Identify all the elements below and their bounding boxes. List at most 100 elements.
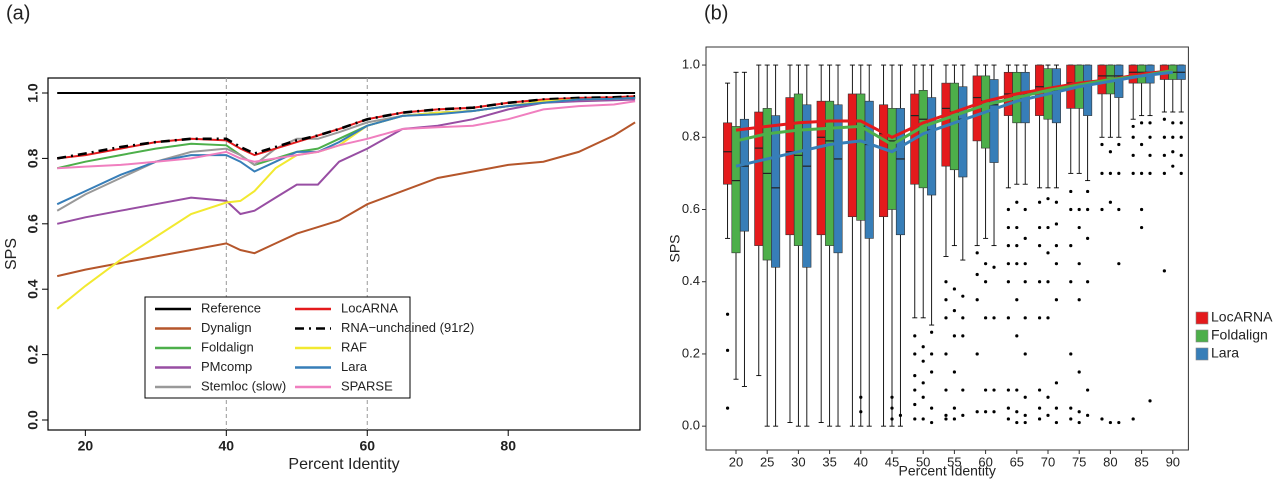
- outlier: [952, 309, 957, 313]
- outlier: [913, 417, 917, 421]
- x-tick-label: 35: [822, 454, 836, 469]
- box: [802, 104, 812, 268]
- outlier: [1015, 420, 1019, 425]
- x-tick-label: 20: [729, 454, 743, 469]
- outlier: [984, 388, 988, 392]
- y-tick-label: 0.4: [25, 279, 41, 299]
- x-tick-label: 50: [916, 454, 930, 469]
- outlier: [961, 388, 965, 392]
- outlier: [984, 280, 988, 284]
- box: [989, 79, 999, 163]
- outlier: [1023, 280, 1027, 284]
- outlier: [944, 413, 948, 417]
- outlier: [1006, 262, 1010, 266]
- outlier: [921, 417, 925, 421]
- outlier: [1148, 171, 1152, 175]
- outlier: [1037, 200, 1042, 204]
- outlier: [913, 352, 917, 356]
- box: [879, 104, 889, 218]
- outlier: [975, 410, 979, 414]
- outlier: [1108, 200, 1112, 204]
- outlier: [1131, 124, 1135, 129]
- legend-swatch: [1195, 311, 1209, 325]
- box: [895, 108, 905, 236]
- outlier: [944, 388, 948, 392]
- outlier: [1046, 251, 1050, 255]
- outlier: [1117, 420, 1121, 425]
- outlier: [930, 330, 934, 334]
- box: [1083, 64, 1093, 116]
- legend-label: Stemloc (slow): [201, 378, 286, 393]
- outlier: [913, 334, 917, 338]
- box: [825, 100, 835, 246]
- outlier: [1023, 395, 1027, 399]
- outlier: [1179, 153, 1183, 157]
- outlier: [961, 334, 965, 338]
- box: [739, 118, 749, 232]
- y-tick-label: 1.0: [682, 56, 700, 71]
- outlier: [1077, 207, 1081, 212]
- outlier: [1100, 417, 1104, 421]
- legend-label: Dynalign: [201, 320, 252, 335]
- x-tick-label: 90: [1166, 454, 1180, 469]
- outlier: [1117, 207, 1121, 212]
- outlier: [961, 316, 965, 320]
- outlier: [1162, 117, 1166, 121]
- outlier: [1077, 262, 1081, 266]
- panel-label: (a): [6, 2, 30, 24]
- outlier: [952, 334, 957, 338]
- outlier: [1077, 370, 1081, 374]
- outlier: [859, 410, 863, 414]
- y-tick-label: 0.2: [682, 345, 700, 360]
- box: [785, 97, 795, 236]
- outlier: [1037, 316, 1042, 320]
- outlier: [1023, 207, 1027, 212]
- outlier: [921, 381, 925, 385]
- outlier: [921, 395, 925, 399]
- outlier: [1117, 262, 1121, 266]
- outlier: [930, 370, 934, 374]
- trend-line: [735, 69, 1174, 147]
- outlier: [1148, 399, 1152, 403]
- outlier: [1117, 142, 1121, 147]
- outlier: [1046, 316, 1050, 320]
- legend-label: LocARNA: [1211, 309, 1273, 325]
- box: [847, 93, 857, 218]
- y-tick-label: 0.8: [25, 148, 41, 168]
- outlier: [992, 265, 996, 269]
- outlier: [930, 420, 934, 425]
- x-tick-label: 65: [1010, 454, 1024, 469]
- outlier: [1037, 280, 1042, 284]
- x-tick-label: 40: [854, 454, 868, 469]
- outlier: [1171, 135, 1175, 139]
- outlier: [913, 374, 917, 378]
- x-tick-label: 30: [791, 454, 805, 469]
- outlier: [944, 298, 948, 302]
- y-tick-label: 0.0: [682, 418, 700, 433]
- x-tick-label: 60: [978, 454, 992, 469]
- legend-swatch: [1195, 347, 1209, 361]
- plot-frame: [705, 46, 1189, 451]
- y-tick-label: 0.2: [25, 345, 41, 365]
- outlier: [1086, 280, 1090, 284]
- outlier: [1179, 121, 1183, 125]
- outlier: [1069, 189, 1073, 194]
- box: [833, 104, 843, 254]
- legend-label: Foldalign: [201, 339, 254, 354]
- x-tick-label: 75: [1072, 454, 1086, 469]
- outlier: [1006, 207, 1010, 212]
- outlier: [952, 406, 957, 410]
- outlier: [1006, 225, 1010, 230]
- x-axis-label: Percent Identity: [899, 463, 996, 479]
- outlier: [1162, 153, 1166, 157]
- panel-label: (b): [704, 2, 728, 24]
- outlier: [1015, 334, 1019, 338]
- legend-label: Lara: [1211, 345, 1239, 361]
- outlier: [1015, 262, 1019, 266]
- outlier: [1140, 207, 1144, 212]
- outlier: [992, 316, 996, 320]
- outlier: [725, 348, 730, 352]
- outlier: [1069, 207, 1073, 212]
- outlier: [1015, 410, 1019, 414]
- outlier: [1046, 395, 1050, 399]
